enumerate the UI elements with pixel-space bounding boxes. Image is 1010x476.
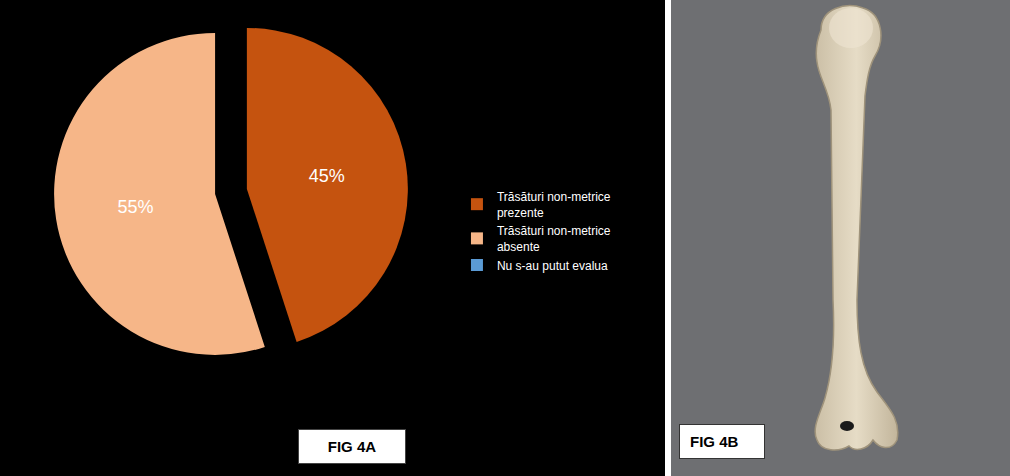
html-text:FIG 4B: FIG 4B [690, 433, 739, 450]
svg-text:45%: 45% [309, 166, 345, 186]
svg-text:Trăsături non-metriceabsente: Trăsături non-metriceabsente [497, 224, 611, 254]
svg-text:FIG 4A: FIG 4A [328, 438, 377, 455]
svg-text:55%: 55% [118, 197, 154, 217]
svg-text:Nu s-au putut evalua: Nu s-au putut evalua [497, 259, 608, 273]
svg-text:Trăsături non-metriceprezente: Trăsături non-metriceprezente [497, 190, 611, 220]
